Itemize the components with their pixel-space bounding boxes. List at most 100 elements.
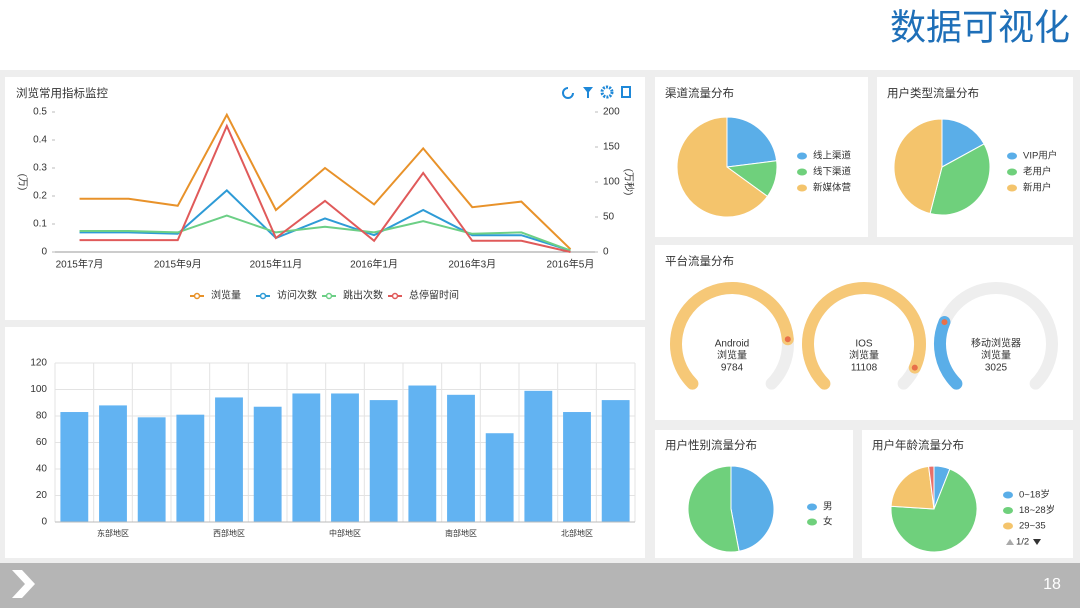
- legend-symbol: [325, 292, 333, 300]
- filter-icon[interactable]: [583, 87, 593, 98]
- gauge-metric: 浏览量: [849, 349, 879, 362]
- panel: [655, 245, 1073, 420]
- y-tick-label: 0.2: [33, 191, 47, 202]
- export-icon[interactable]: [621, 86, 631, 98]
- y-tick-label: 0.3: [33, 163, 47, 174]
- y-tick-label: 0: [41, 517, 47, 528]
- pie-slice: [730, 465, 775, 552]
- legend-symbol: [797, 168, 807, 176]
- y-tick-label: 0.4: [33, 135, 47, 146]
- y2-tick-label: 100: [603, 177, 620, 188]
- x-tick-label: 2016年5月: [547, 258, 595, 271]
- legend-label: 18~28岁: [1019, 504, 1055, 516]
- gauge-name: 移动浏览器: [971, 337, 1021, 350]
- y-axis-label: (万): [16, 174, 27, 191]
- gauge-name: Android: [715, 339, 749, 350]
- legend-label: 男: [823, 502, 833, 513]
- bar: [485, 433, 514, 522]
- y2-tick-label: 200: [603, 107, 620, 118]
- y-tick-label: 0.1: [33, 219, 47, 230]
- panel-title: 渠道流量分布: [665, 86, 734, 100]
- legend-label: 跳出次数: [343, 289, 383, 302]
- legend-symbol: [797, 184, 807, 192]
- y-tick-label: 60: [36, 437, 48, 448]
- y-tick-label: 40: [36, 464, 48, 475]
- gauge-value: 9784: [721, 363, 744, 374]
- gauge-arc: [670, 282, 794, 390]
- y-tick-label: 80: [36, 411, 48, 422]
- legend-symbol: [807, 518, 817, 526]
- pie-slice: [676, 116, 769, 218]
- gauge-name: IOS: [855, 339, 873, 350]
- legend-symbol: [259, 292, 267, 300]
- gauge-value: 11108: [851, 363, 878, 374]
- chevron-icon: [12, 570, 35, 598]
- gauge-pointer: [941, 319, 948, 326]
- line-series: [79, 112, 572, 250]
- legend-symbol: [1003, 522, 1013, 530]
- legend-label: 线上渠道: [813, 150, 852, 162]
- pie-slice: [941, 118, 985, 168]
- x-tick-label: 2016年1月: [350, 258, 398, 271]
- legend-label: 访问次数: [277, 289, 317, 302]
- pie-slice: [726, 116, 778, 168]
- gauge-metric: 浏览量: [717, 349, 747, 362]
- y2-tick-label: 150: [603, 142, 620, 153]
- gauge-metric: 浏览量: [981, 349, 1011, 362]
- y-tick-label: 0: [41, 247, 47, 258]
- gauge-pointer: [784, 336, 791, 343]
- panel-title: 用户性别流量分布: [665, 438, 757, 452]
- x-tick-label: 东部地区: [97, 528, 129, 538]
- bar: [447, 394, 475, 522]
- x-tick-label: 中部地区: [329, 528, 361, 538]
- bar: [253, 406, 282, 522]
- x-tick-label: 2016年3月: [448, 258, 496, 271]
- legend-label: 新用户: [1023, 182, 1052, 194]
- x-tick-label: 南部地区: [445, 528, 477, 538]
- legend-symbol: [1007, 152, 1017, 160]
- bar: [563, 412, 591, 522]
- legend-prev[interactable]: [1006, 539, 1014, 545]
- legend-label: 总停留时间: [409, 289, 459, 302]
- line-series: [79, 214, 571, 252]
- y-tick-label: 100: [30, 384, 47, 395]
- x-tick-label: 2015年9月: [154, 258, 202, 271]
- legend-label: VIP用户: [1023, 150, 1057, 162]
- gauge-arc: [934, 316, 963, 390]
- legend-label: 新媒体营: [813, 182, 851, 194]
- legend-label: 0~18岁: [1019, 489, 1050, 501]
- legend-label: 浏览量: [211, 289, 241, 302]
- bar: [137, 417, 166, 522]
- gauge-value: 3025: [985, 363, 1008, 374]
- legend-symbol: [1007, 168, 1017, 176]
- pie-slice: [687, 465, 740, 553]
- line-series: [79, 189, 571, 252]
- gauge-pointer: [911, 364, 918, 371]
- legend-symbol: [193, 292, 201, 300]
- panel-title: 浏览常用指标监控: [16, 86, 108, 100]
- refresh-icon[interactable]: [562, 87, 574, 99]
- bar: [176, 414, 205, 522]
- y-tick-label: 20: [36, 490, 48, 501]
- bar: [215, 397, 243, 522]
- x-tick-label: 2015年11月: [250, 258, 303, 271]
- bar: [408, 385, 437, 522]
- legend-label: 29~35: [1019, 521, 1046, 532]
- legend-label: 老用户: [1023, 166, 1052, 178]
- toolbar: [562, 85, 631, 99]
- bar: [99, 405, 127, 522]
- pie-slice: [890, 468, 978, 553]
- x-tick-label: 2015年7月: [56, 258, 104, 271]
- panel-title: 用户类型流量分布: [887, 86, 979, 100]
- legend-next[interactable]: [1033, 539, 1041, 545]
- settings-icon[interactable]: [600, 85, 614, 99]
- y2-tick-label: 0: [603, 247, 609, 258]
- gauge-arc: [802, 282, 926, 390]
- panel-title: 用户年龄流量分布: [872, 438, 964, 452]
- legend-label: 女: [823, 516, 833, 528]
- page-number: 18: [1043, 576, 1061, 593]
- line-series: [79, 123, 571, 253]
- x-tick-label: 西部地区: [213, 528, 245, 538]
- pie-slice: [893, 118, 943, 215]
